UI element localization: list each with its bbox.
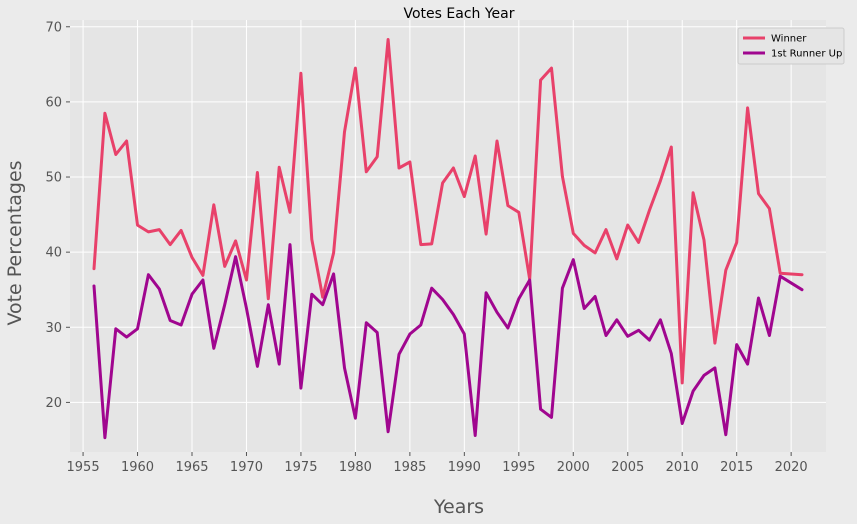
x-tick-label: 1995	[502, 460, 535, 475]
y-tick-label: 20	[45, 396, 62, 411]
y-tick-label: 70	[45, 20, 62, 35]
y-tick-label: 50	[45, 171, 62, 186]
y-tick-label: 60	[45, 95, 62, 110]
x-tick-label: 1960	[121, 460, 154, 475]
x-tick-label: 1965	[175, 460, 208, 475]
x-tick-label: 1975	[284, 460, 317, 475]
legend: Winner 1st Runner Up	[737, 27, 845, 65]
x-tick-label: 1990	[448, 460, 481, 475]
x-tick-label: 1980	[339, 460, 372, 475]
series-lines	[92, 38, 804, 440]
series-line-winner	[92, 38, 804, 385]
legend-label-runner-up: 1st Runner Up	[771, 49, 842, 60]
axis-ticks: 20 30 40 50 60 70 1955 1960 1965 1970 1975 1980 1985…	[45, 20, 807, 475]
y-axis-label: Vote Percentages	[4, 160, 26, 325]
x-tick-label: 2010	[666, 460, 699, 475]
x-tick-label: 2005	[611, 460, 644, 475]
x-tick-label: 2015	[720, 460, 753, 475]
legend-label-winner: Winner	[771, 34, 807, 45]
x-axis-label: Years	[433, 496, 484, 518]
chart-title: Votes Each Year	[404, 6, 515, 22]
x-tick-label: 1985	[393, 460, 426, 475]
x-tick-label: 1955	[67, 460, 100, 475]
x-tick-label: 2020	[775, 460, 808, 475]
y-tick-label: 30	[45, 321, 62, 336]
series-line-runner-up	[92, 243, 804, 440]
x-tick-label: 1970	[230, 460, 263, 475]
x-tick-label: 2000	[557, 460, 590, 475]
y-tick-label: 40	[45, 246, 62, 261]
